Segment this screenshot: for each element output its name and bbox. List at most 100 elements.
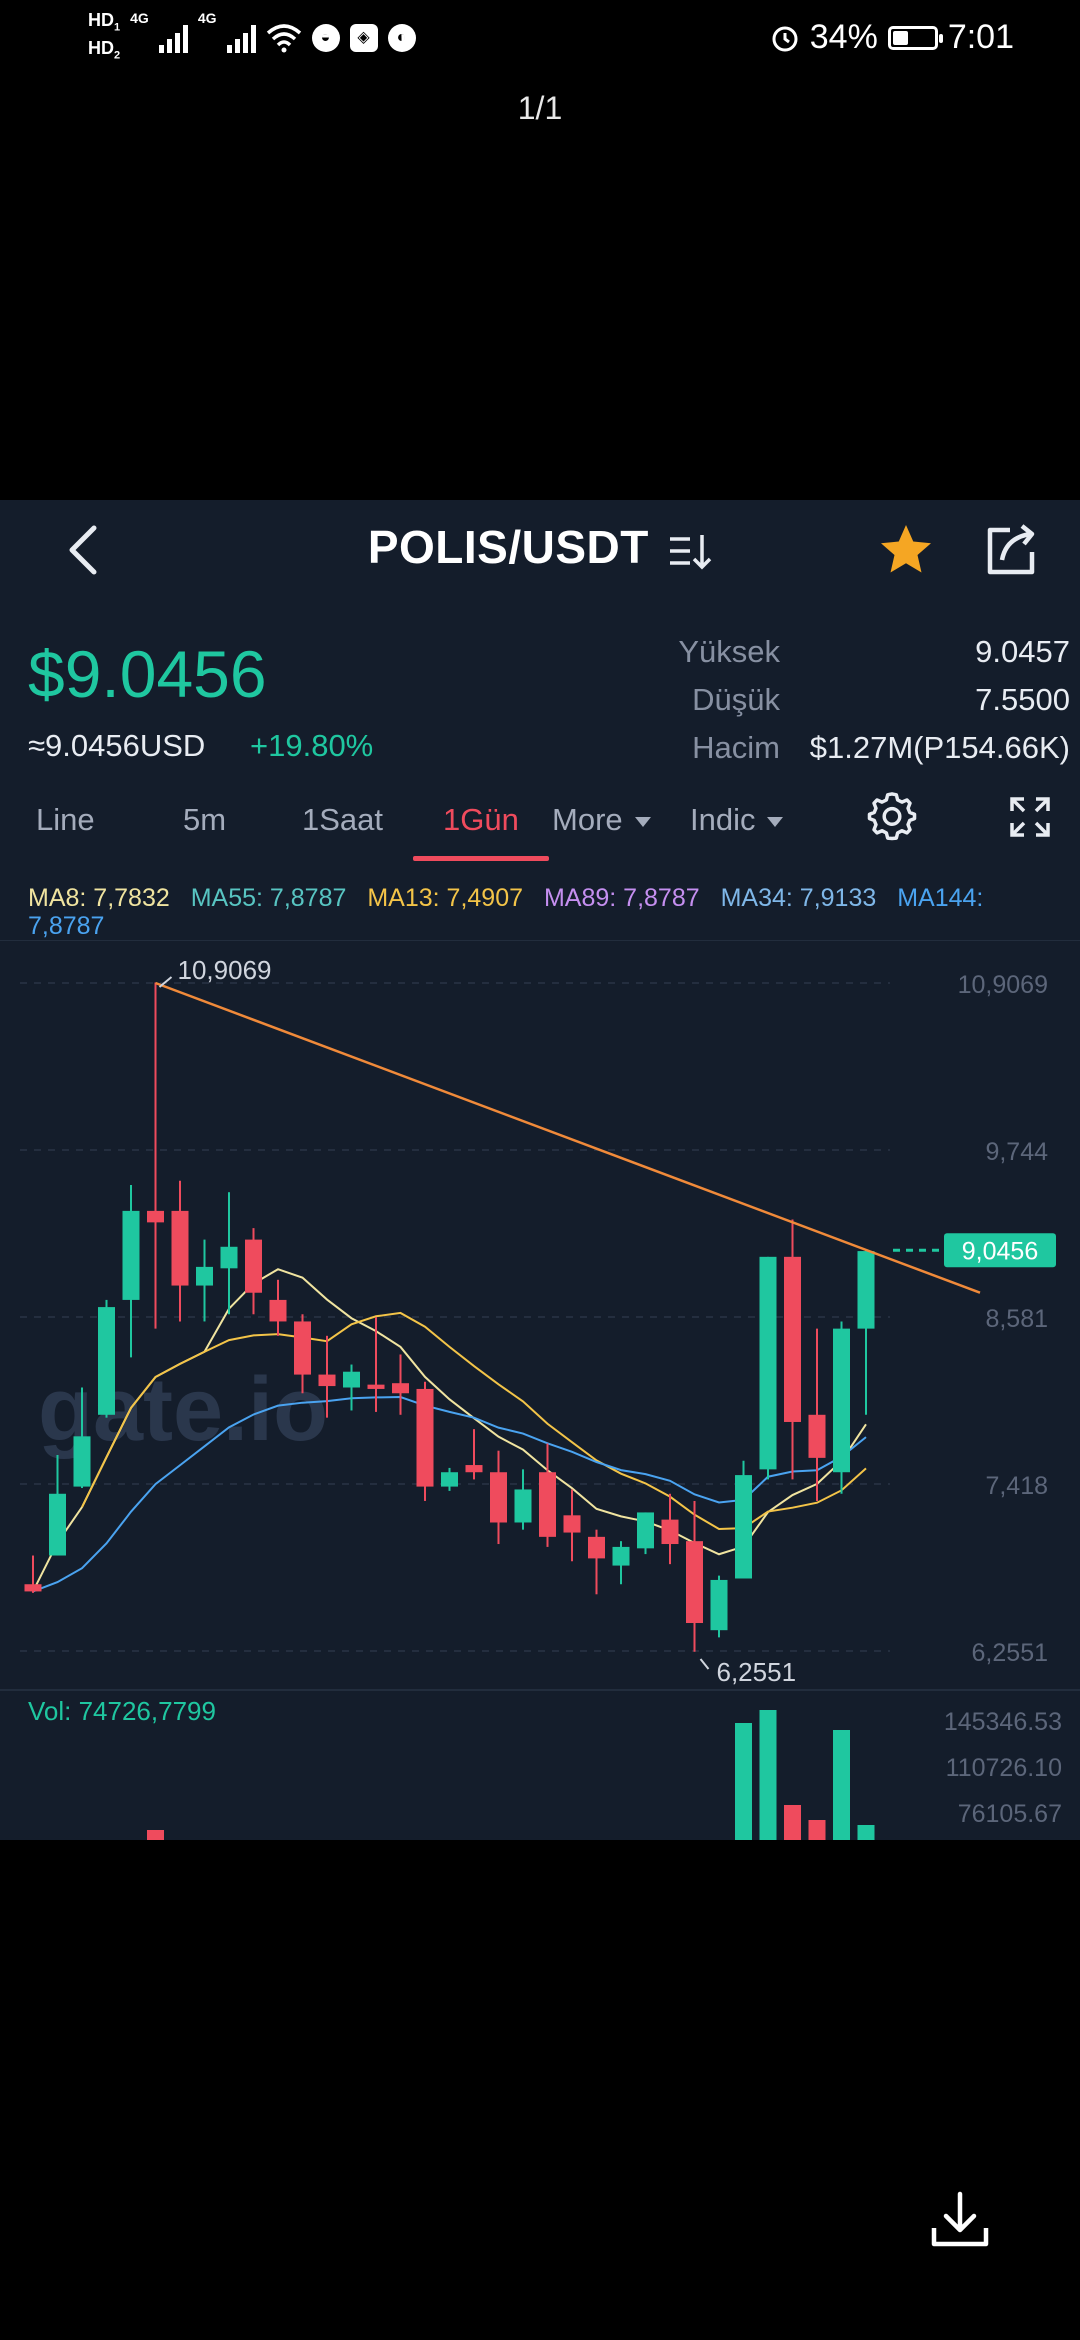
candle-body — [73, 1436, 91, 1487]
y-tick-label: 6,2551 — [972, 1639, 1048, 1667]
tab-more[interactable]: More — [552, 802, 651, 838]
stat-volume-value: $1.27M(P154.66K) — [809, 730, 1070, 765]
tab-line[interactable]: Line — [36, 802, 95, 837]
candle-body — [490, 1472, 507, 1523]
battery-icon — [887, 25, 943, 50]
candle-body — [588, 1536, 605, 1559]
candle-body — [637, 1512, 654, 1549]
image-counter: 1/1 — [517, 90, 563, 126]
volume-bar — [808, 1820, 826, 1840]
status-right: 34% 7:01 — [770, 18, 1014, 57]
wifi-icon — [266, 23, 301, 53]
trading-pair-selector[interactable]: POLIS/USDT — [0, 520, 1080, 574]
header: POLIS/USDT — [0, 500, 1080, 600]
tab-5m[interactable]: 5m — [183, 802, 227, 837]
candle-body — [98, 1307, 115, 1415]
battery-percent: 34% — [809, 18, 878, 56]
app-notification-icon-3: ◐ — [387, 23, 416, 52]
ma89-label: MA89: 7,8787 — [543, 884, 700, 912]
active-tab-underline — [413, 856, 549, 861]
network-type-2: 4G — [197, 10, 217, 26]
candle-body — [220, 1246, 238, 1269]
candle-body — [710, 1579, 728, 1631]
status-bar: HD1 HD2 4G 4G ◒ ◈ ◐ 34% 7:01 — [0, 0, 1080, 80]
low-annotation-arrow — [699, 1658, 710, 1670]
candle-body — [367, 1384, 385, 1389]
tab-1gun[interactable]: 1Gün — [443, 802, 519, 837]
candlestick-chart[interactable]: 10,9069 9,744 8,581 7,418 6,2551 gate.io 10,90… — [0, 940, 1080, 1840]
candle-body — [245, 1239, 262, 1293]
volume-bar — [735, 1723, 752, 1840]
y-tick-label: 10,9069 — [958, 971, 1048, 999]
fullscreen-icon[interactable] — [1008, 795, 1052, 839]
y-tick-label: 8,581 — [985, 1305, 1048, 1333]
favorite-star-icon[interactable] — [876, 520, 936, 580]
volume-bar — [147, 1830, 164, 1840]
ma-legend: MA8: 7,7832 MA55: 7,8787 MA13: 7,4907 MA… — [28, 884, 1068, 940]
candle-body — [49, 1493, 66, 1556]
chevron-down-icon — [767, 816, 784, 827]
volume-tick-label: 76105.67 — [958, 1800, 1062, 1828]
low-annotation: 6,2551 — [717, 1657, 797, 1687]
volume-label: Vol: 74726,7799 — [28, 1696, 216, 1726]
network-type-1: 4G — [130, 10, 149, 26]
stat-high-value: 9.0457 — [975, 634, 1070, 669]
status-left: HD1 HD2 4G 4G ◒ ◈ ◐ — [88, 10, 416, 65]
settings-gear-icon[interactable] — [866, 790, 918, 842]
ma144-label: MA144: 7,8787 — [28, 884, 984, 940]
ma-long-line — [32, 1396, 867, 1593]
tab-indic-label: Indic — [690, 802, 756, 837]
candle-body — [441, 1472, 458, 1487]
tab-more-label: More — [552, 802, 623, 837]
candle-body — [539, 1472, 556, 1537]
chart-canvas: 10,90699,7448,5817,4186,2551gate.io10,90… — [0, 940, 1080, 1840]
candle-body — [24, 1584, 42, 1592]
candle-body — [735, 1475, 752, 1579]
candle-body — [661, 1519, 679, 1545]
back-arrow-icon[interactable] — [60, 524, 110, 576]
app-notification-icon: ◒ — [311, 23, 340, 52]
hd-2: HD — [88, 37, 114, 58]
candle-body — [318, 1374, 336, 1387]
high-annotation: 10,9069 — [178, 955, 272, 985]
app-notification-icon-2: ◈ — [349, 23, 378, 52]
candle-body — [784, 1256, 801, 1422]
current-price-label: 9,0456 — [962, 1237, 1038, 1265]
candle-body — [392, 1383, 409, 1394]
volume-tick-label: 110726.10 — [946, 1754, 1062, 1782]
sim-2: 2 — [114, 49, 121, 62]
volume-bar — [833, 1730, 850, 1840]
sim-1: 1 — [114, 21, 121, 34]
candle-body — [294, 1321, 311, 1375]
price-change-percent: +19.80% — [250, 728, 374, 763]
last-price: $9.0456 — [28, 637, 267, 711]
candle-body — [122, 1210, 140, 1300]
download-icon[interactable] — [930, 2190, 990, 2250]
trend-line — [155, 981, 981, 1294]
trading-screen: POLIS/USDT $9.0456 ≈9.0456USD +19.80% Yü… — [0, 500, 1080, 1840]
candle-body — [808, 1414, 826, 1458]
share-icon[interactable] — [982, 522, 1040, 578]
stat-high-label: Yüksek — [678, 634, 780, 669]
high-annotation-arrow — [158, 976, 173, 988]
signal-icon-2 — [226, 23, 256, 53]
candle-body — [514, 1489, 532, 1523]
ma34-label: MA34: 7,9133 — [720, 884, 877, 912]
candle-body — [563, 1515, 581, 1533]
candle-body — [465, 1465, 483, 1473]
tab-1saat[interactable]: 1Saat — [302, 802, 384, 837]
ma8-label: MA8: 7,7832 — [28, 884, 170, 912]
candle-body — [612, 1546, 630, 1566]
candle-body — [196, 1266, 213, 1286]
candle-body — [416, 1388, 434, 1487]
volume-bar — [857, 1825, 875, 1840]
volume-bar — [784, 1805, 801, 1840]
candle-body — [857, 1251, 875, 1329]
tab-indicators[interactable]: Indic — [690, 802, 784, 838]
volume-tick-label: 145346.53 — [944, 1708, 1062, 1736]
candle-body — [686, 1541, 703, 1624]
candle-body — [147, 1210, 164, 1223]
hd-1: HD — [88, 10, 114, 30]
signal-icon — [158, 23, 188, 53]
stat-low-value: 7.5500 — [975, 682, 1070, 717]
